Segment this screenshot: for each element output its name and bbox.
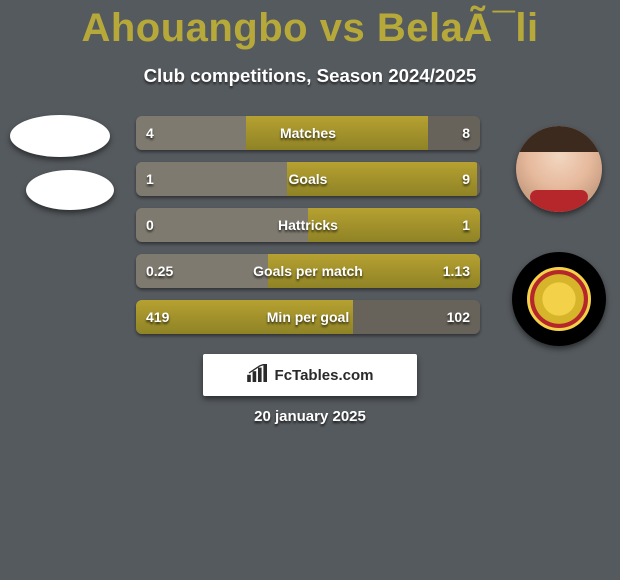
brand-chart-icon — [247, 364, 269, 386]
brand-box: FcTables.com — [203, 354, 417, 396]
stat-row: 48Matches — [136, 116, 480, 150]
brand-text: FcTables.com — [275, 367, 374, 384]
stats-table: 48Matches 19Goals 01Hattricks 0.251.13Goals… — [136, 116, 480, 346]
stat-row: 0.251.13Goals per match — [136, 254, 480, 288]
title-left: Ahouangbo — [81, 6, 308, 50]
stat-row: 419102Min per goal — [136, 300, 480, 334]
page-title: Ahouangbo vs BelaÃ¯li — [0, 0, 620, 51]
player-right-avatar — [516, 126, 602, 212]
player-left-avatar — [10, 115, 110, 157]
team-left-badge — [26, 170, 114, 210]
title-sep: vs — [320, 6, 366, 50]
stat-row: 19Goals — [136, 162, 480, 196]
title-right: BelaÃ¯li — [377, 6, 539, 50]
team-right-badge — [512, 252, 606, 346]
stat-row: 01Hattricks — [136, 208, 480, 242]
subtitle: Club competitions, Season 2024/2025 — [0, 65, 620, 87]
date-text: 20 january 2025 — [0, 408, 620, 425]
infographic: Ahouangbo vs BelaÃ¯li Club competitions,… — [0, 0, 620, 580]
